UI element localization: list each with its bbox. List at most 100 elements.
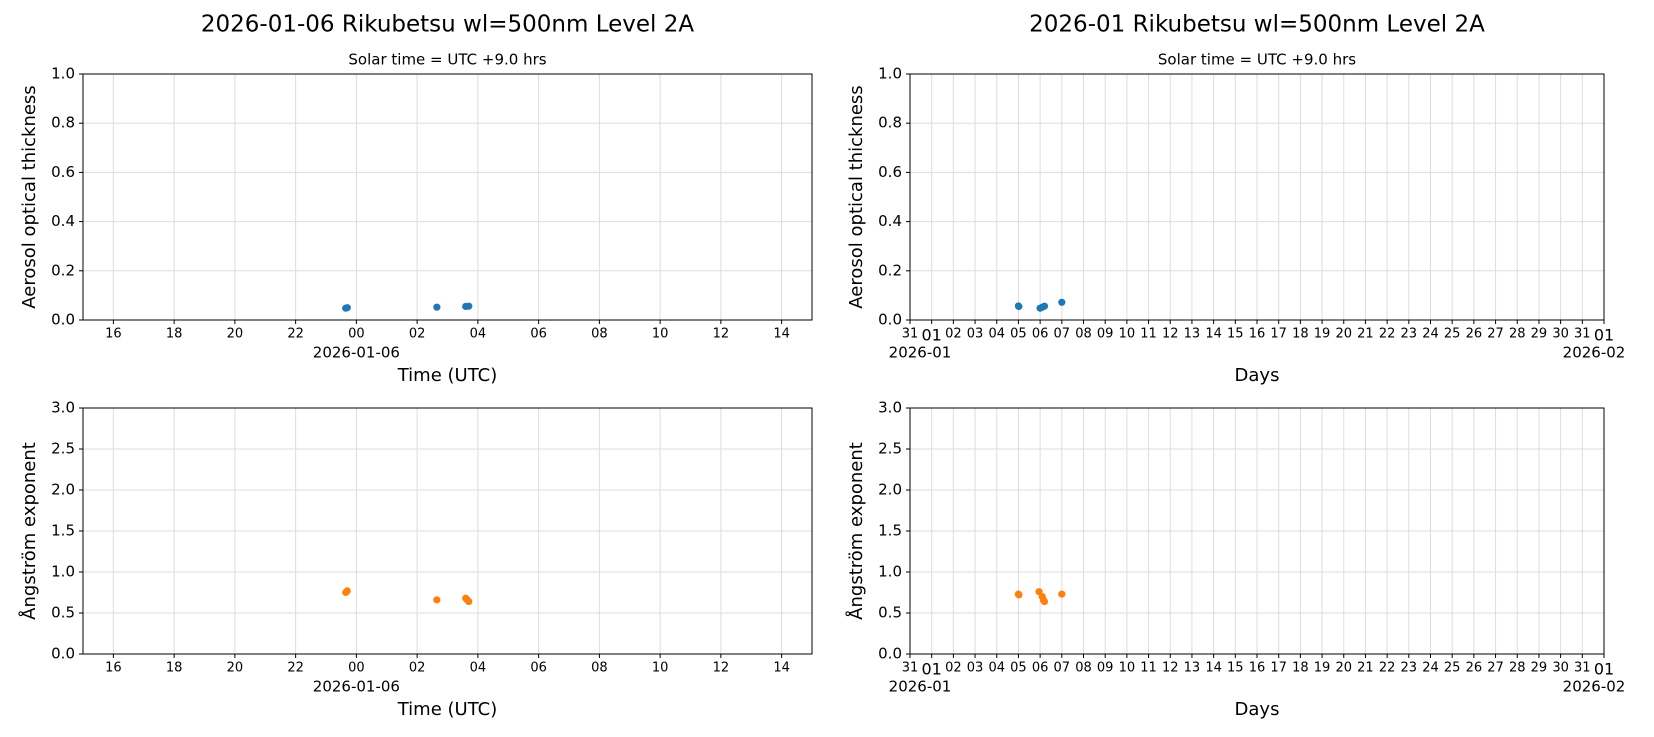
x-tick-label: 31 [1574,661,1591,676]
x-tick-label: 23 [1401,661,1418,676]
x-tick-label: 02 [409,661,426,676]
x-tick-label: 08 [1075,661,1092,676]
x-tick-label: 05 [1010,327,1027,342]
point [343,304,351,312]
x-tick-label: 22 [1379,327,1396,342]
x-tick-label: 09 [1097,327,1114,342]
x-axis-label: Days [1235,365,1280,386]
y-tick-label: 0.2 [51,261,75,279]
x-tick-label: 13 [1184,327,1201,342]
y-axis-label: Ångström exponent [18,442,40,620]
y-axis-label: Aerosol optical thickness [19,85,40,308]
x-tick-label: 07 [1054,661,1071,676]
y-axis-label: Aerosol optical thickness [846,85,867,308]
x-tick-label: 03 [967,661,984,676]
y-tick-label: 3.0 [51,399,75,417]
x-tick-label: 17 [1270,327,1287,342]
x-tick-label: 14 [773,661,790,676]
y-tick-label: 1.5 [51,522,75,540]
x-offset-label: 2026-01 [889,678,952,696]
y-tick-label: 1.5 [878,522,902,540]
y-tick-label: 1.0 [878,563,902,581]
y-tick-label: 1.0 [878,65,902,83]
x-tick-label: 31 [902,661,919,676]
point [465,302,473,310]
x-tick-label: 02 [945,327,962,342]
y-tick-label: 3.0 [878,399,902,417]
x-tick-label: 06 [530,327,547,342]
x-tick-label: 01 [1594,326,1614,345]
x-tick-label: 26 [1466,661,1483,676]
point [433,303,441,311]
x-tick-label: 12 [1162,327,1179,342]
x-tick-label: 09 [1097,661,1114,676]
chart-subtitle: Solar time = UTC +9.0 hrs [348,51,546,69]
x-tick-label: 30 [1552,661,1569,676]
x-tick-label: 12 [713,661,730,676]
x-tick-label: 16 [1249,661,1266,676]
x-axis-label: Time (UTC) [397,365,498,386]
x-offset-label: 2026-02 [1563,678,1626,696]
y-tick-label: 0.8 [878,114,902,132]
y-tick-label: 2.0 [878,481,902,499]
y-tick-label: 0.2 [878,261,902,279]
x-tick-label: 24 [1422,661,1439,676]
x-offset-label: 2026-01-06 [313,344,400,362]
y-tick-label: 0.0 [51,645,75,663]
x-tick-label: 29 [1531,327,1548,342]
x-tick-label: 18 [1292,661,1309,676]
x-tick-label: 06 [1032,327,1049,342]
point [465,597,473,606]
x-tick-label: 22 [1379,661,1396,676]
x-tick-label: 20 [1335,327,1352,342]
x-tick-label: 08 [591,661,608,676]
x-tick-label: 27 [1487,327,1504,342]
x-tick-label: 10 [652,661,669,676]
x-axis-label: Time (UTC) [397,699,498,720]
x-tick-label: 31 [1574,327,1591,342]
x-tick-label: 22 [287,327,304,342]
x-tick-label: 04 [988,327,1005,342]
y-tick-label: 0.4 [51,212,75,230]
y-tick-label: 0.6 [51,163,75,181]
x-tick-label: 13 [1184,661,1201,676]
x-tick-label: 04 [988,661,1005,676]
plot-frame [909,73,1605,321]
y-tick-label: 0.8 [51,114,75,132]
x-tick-label: 07 [1054,327,1071,342]
x-tick-label: 20 [227,327,244,342]
x-tick-label: 06 [530,661,547,676]
x-tick-label: 19 [1314,327,1331,342]
x-tick-label: 04 [470,327,487,342]
chart-title: 2026-01 Rikubetsu wl=500nm Level 2A [1029,12,1485,38]
x-tick-label: 14 [1205,327,1222,342]
y-tick-label: 0.0 [51,311,75,329]
x-tick-label: 26 [1466,327,1483,342]
y-tick-label: 0.6 [878,163,902,181]
x-tick-label: 17 [1270,661,1287,676]
x-axis-label: Days [1235,699,1280,720]
point [1040,302,1049,310]
x-tick-label: 28 [1509,661,1526,676]
x-offset-label: 2026-01-06 [313,678,400,696]
x-tick-label: 01 [1594,660,1614,679]
x-tick-label: 19 [1314,661,1331,676]
x-tick-label: 08 [591,327,608,342]
x-tick-label: 01 [922,326,942,345]
x-tick-label: 00 [348,327,365,342]
x-tick-label: 22 [287,661,304,676]
x-tick-label: 16 [105,327,122,342]
chart-title: 2026-01-06 Rikubetsu wl=500nm Level 2A [201,12,694,38]
x-tick-label: 25 [1444,661,1461,676]
x-tick-label: 30 [1552,327,1569,342]
x-tick-label: 25 [1444,327,1461,342]
x-tick-label: 15 [1227,327,1244,342]
point [1015,591,1023,599]
x-tick-label: 21 [1357,661,1374,676]
y-tick-label: 0.0 [878,645,902,663]
x-tick-label: 01 [922,660,942,679]
point [1058,298,1066,306]
x-tick-label: 11 [1140,327,1157,342]
x-tick-label: 14 [773,327,790,342]
